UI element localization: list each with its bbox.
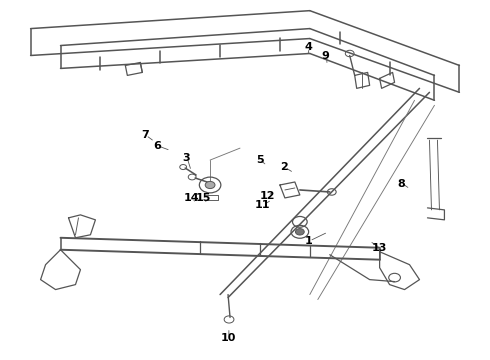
Circle shape	[205, 181, 215, 189]
Circle shape	[295, 229, 304, 235]
Text: 15: 15	[196, 193, 211, 203]
Text: 12: 12	[259, 191, 275, 201]
Text: 13: 13	[372, 243, 387, 253]
Text: 9: 9	[321, 51, 330, 61]
Text: 1: 1	[305, 236, 313, 246]
Text: 10: 10	[220, 333, 236, 343]
Text: 5: 5	[256, 155, 264, 165]
Text: 8: 8	[397, 179, 405, 189]
Text: 4: 4	[305, 42, 313, 52]
Text: 6: 6	[153, 141, 161, 151]
Text: 2: 2	[280, 162, 288, 172]
Text: 14: 14	[183, 193, 199, 203]
Text: 3: 3	[183, 153, 190, 163]
Text: 7: 7	[141, 130, 148, 140]
Text: 11: 11	[254, 200, 270, 210]
